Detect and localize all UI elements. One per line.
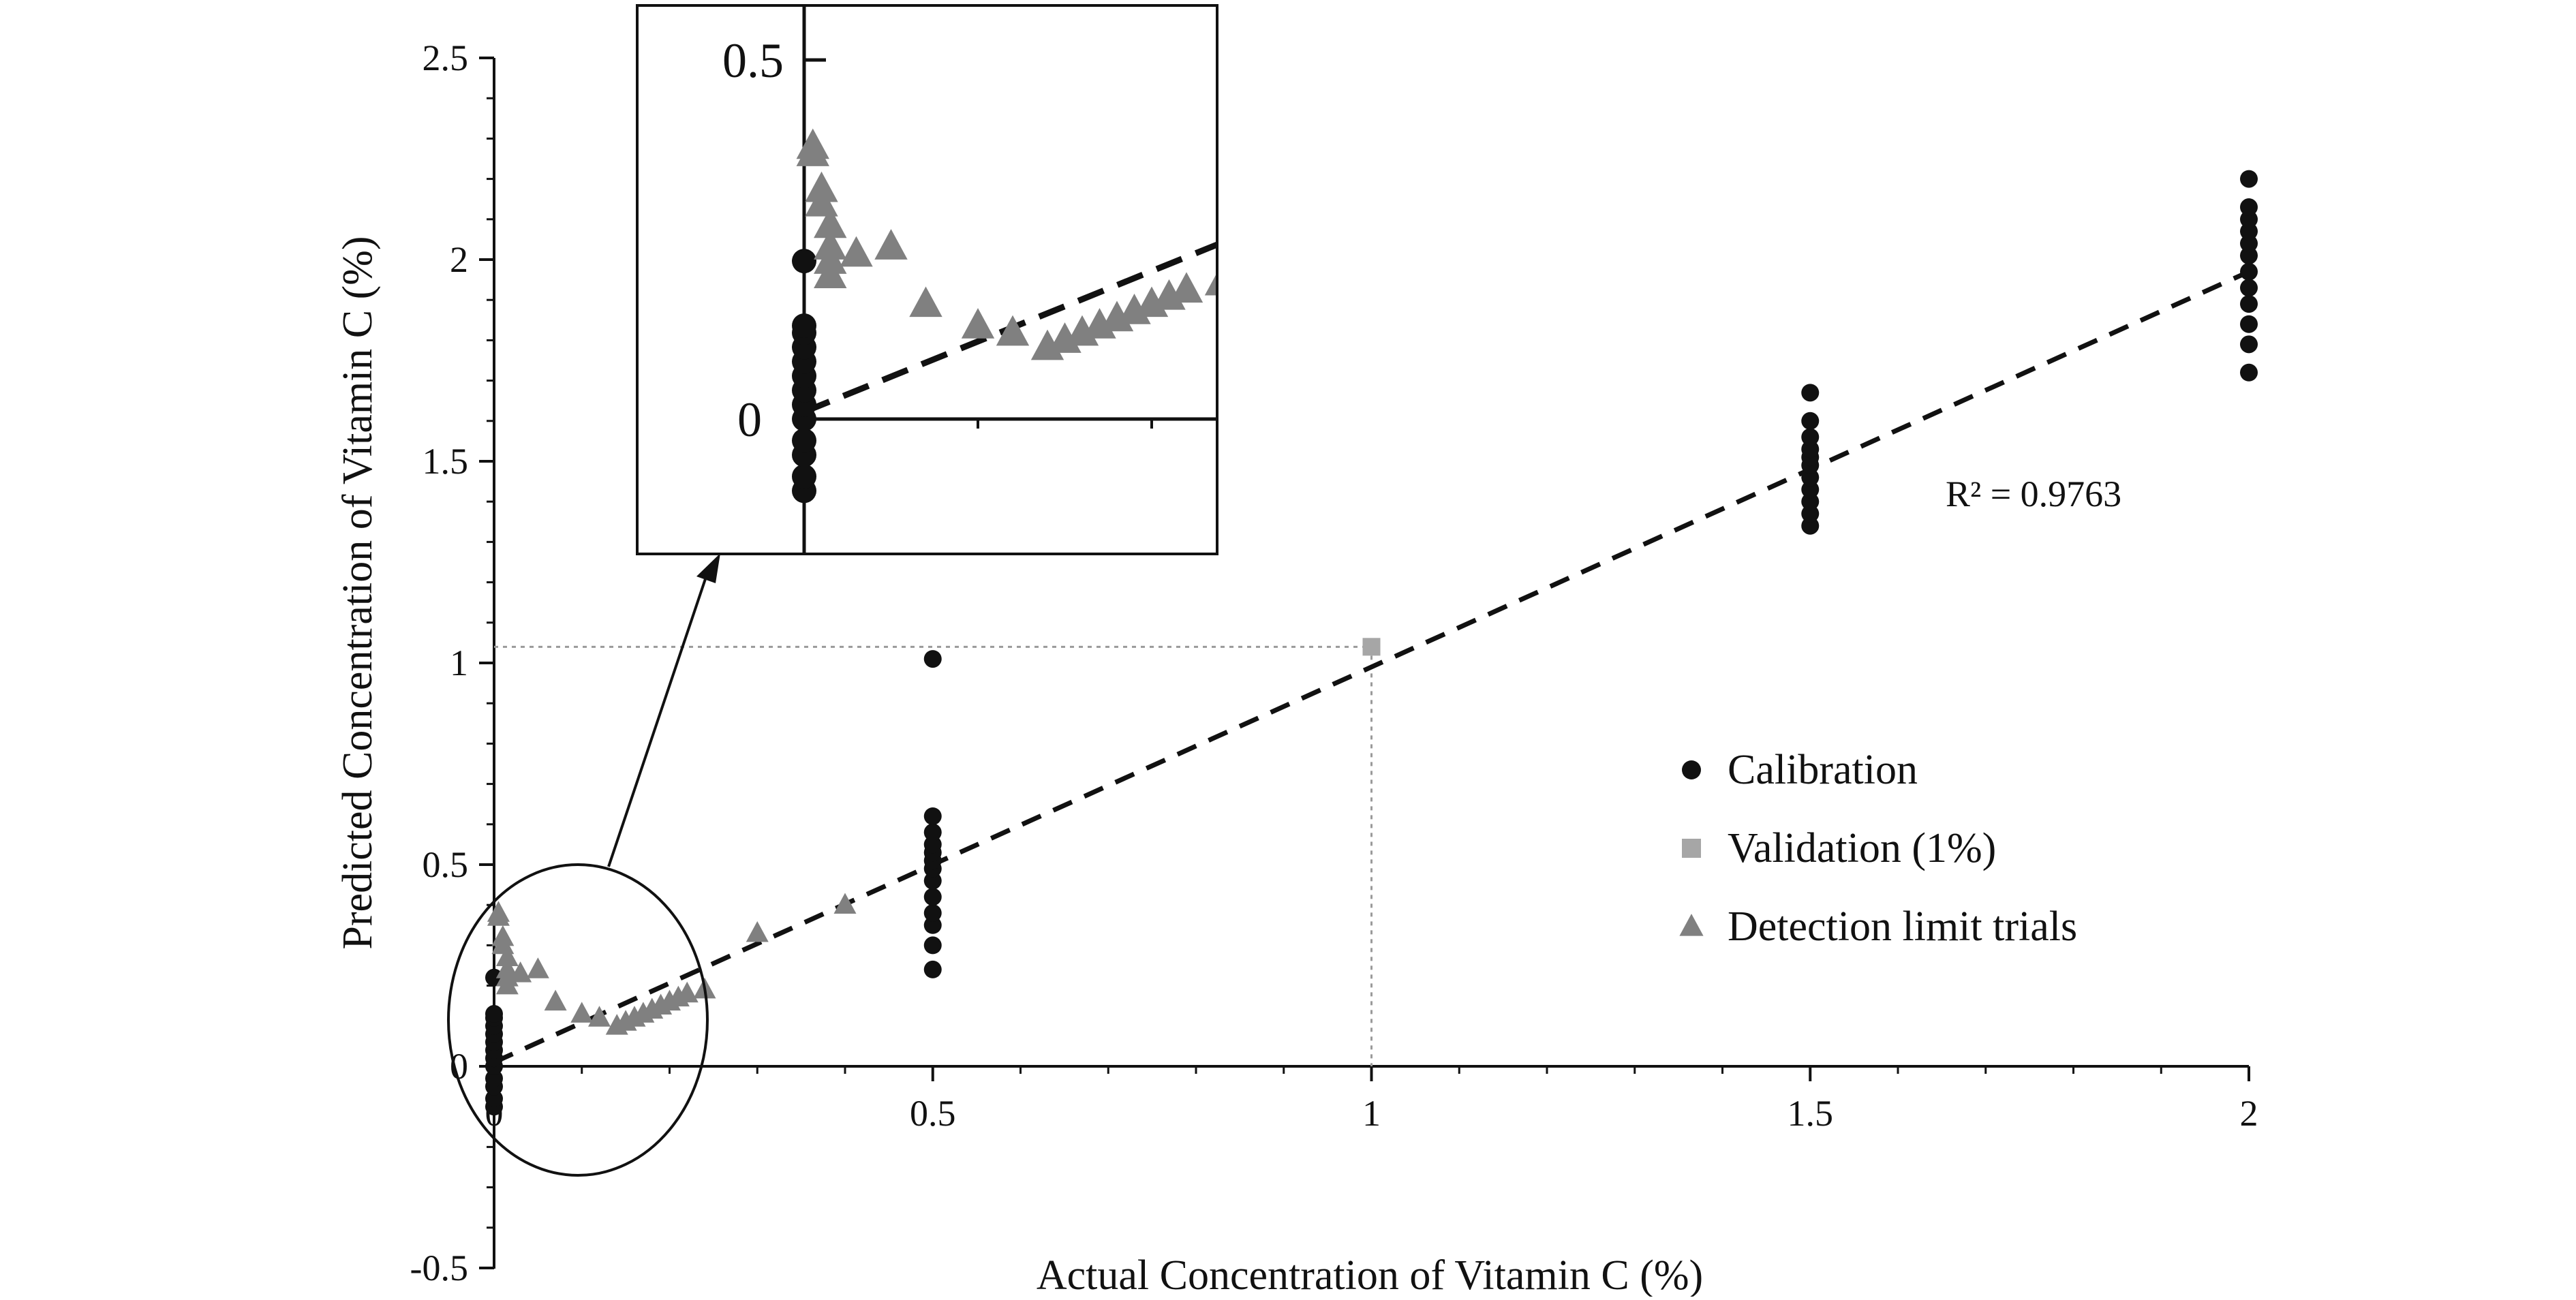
data-point-circle xyxy=(2240,198,2258,217)
data-point-triangle xyxy=(495,973,519,995)
data-point-circle xyxy=(1801,493,1820,511)
data-point-circle xyxy=(1801,428,1820,446)
x-axis-title: Actual Concentration of Vitamin C (%) xyxy=(1037,1252,1703,1297)
x-tick-label: 0.5 xyxy=(910,1093,956,1134)
data-point-circle xyxy=(2240,295,2258,313)
inset-data-point-circle xyxy=(792,313,816,338)
data-point-circle xyxy=(2240,363,2258,382)
inset-data-point-triangle xyxy=(1169,272,1203,303)
y-tick-label: 2.5 xyxy=(423,37,469,78)
x-tick-label: 1.5 xyxy=(1788,1093,1834,1134)
data-point-circle xyxy=(2240,262,2258,281)
data-point-circle xyxy=(485,1089,503,1108)
x-tick-label: 1 xyxy=(1362,1093,1381,1134)
data-point-triangle xyxy=(570,1002,594,1023)
data-point-triangle xyxy=(675,981,699,1003)
legend-marker-square xyxy=(1682,839,1701,858)
data-point-triangle xyxy=(487,905,510,926)
data-point-triangle xyxy=(509,961,532,982)
inset-data-point-triangle xyxy=(840,236,873,267)
data-point-circle xyxy=(1801,440,1820,459)
data-point-triangle xyxy=(495,945,519,966)
inset-data-point-triangle xyxy=(1204,275,1216,296)
data-point-triangle xyxy=(544,989,567,1011)
inset-frame xyxy=(636,4,1218,555)
trendline xyxy=(493,269,2250,1065)
inset-data-point-triangle xyxy=(814,207,847,238)
data-point-square xyxy=(1362,638,1381,656)
inset-trendline xyxy=(803,241,1216,415)
y-tick-label: -0.5 xyxy=(410,1248,468,1288)
data-point-triangle xyxy=(526,957,549,978)
data-point-circle xyxy=(1801,412,1820,430)
zoom-arrow-head xyxy=(696,553,720,583)
inset-data-point-triangle xyxy=(909,286,942,318)
inset-data-point-circle xyxy=(792,464,816,489)
legend-label: Detection limit trials xyxy=(1728,903,2077,950)
data-point-circle xyxy=(1801,384,1820,402)
legend-label: Validation (1%) xyxy=(1728,825,1996,871)
data-point-circle xyxy=(923,823,942,841)
data-point-circle xyxy=(923,807,942,825)
legend-marker-triangle xyxy=(1679,914,1704,936)
y-tick-label: 1 xyxy=(450,643,468,683)
data-point-circle xyxy=(2240,247,2258,265)
y-axis-title: Predicted Concentration of Vitamin C (%) xyxy=(335,236,381,949)
r-squared-label: R² = 0.9763 xyxy=(1946,474,2121,514)
data-point-circle xyxy=(923,936,942,955)
inset-data-point-triangle xyxy=(874,229,908,260)
data-point-circle xyxy=(923,904,942,923)
data-point-circle xyxy=(923,960,942,978)
x-tick-label: 2 xyxy=(2240,1093,2258,1134)
inset-plot-group xyxy=(792,128,1216,504)
data-point-circle xyxy=(2240,234,2258,253)
legend-marker-circle xyxy=(1682,760,1701,779)
data-point-triangle xyxy=(588,1006,611,1027)
inset-data-point-triangle xyxy=(996,315,1030,346)
inset-y-tick-label: 0.5 xyxy=(722,33,784,88)
data-point-circle xyxy=(2240,170,2258,188)
inset-data-point-circle xyxy=(792,428,816,453)
data-point-triangle xyxy=(833,893,857,914)
zoom-circle xyxy=(447,863,709,1177)
data-point-circle xyxy=(923,888,942,906)
data-point-circle xyxy=(1801,516,1820,535)
data-point-circle xyxy=(2240,315,2258,333)
data-point-circle xyxy=(485,1005,503,1023)
y-tick-label: 1.5 xyxy=(423,441,469,482)
data-point-circle xyxy=(923,916,942,934)
data-point-circle xyxy=(2240,210,2258,228)
inset-data-point-circle xyxy=(792,249,816,274)
data-point-circle xyxy=(2240,222,2258,241)
data-point-triangle xyxy=(746,920,769,942)
data-point-circle xyxy=(1801,504,1820,523)
y-tick-label: 0.5 xyxy=(423,844,469,885)
inset-data-point-triangle xyxy=(814,258,847,289)
data-point-circle xyxy=(2240,335,2258,354)
data-point-circle xyxy=(923,650,942,668)
inset-y-tick-label: 0 xyxy=(737,392,762,447)
data-point-circle xyxy=(2240,279,2258,297)
data-point-circle xyxy=(923,871,942,890)
data-point-circle xyxy=(1801,468,1820,486)
data-point-circle xyxy=(485,1069,503,1087)
data-point-circle xyxy=(1801,480,1820,499)
inset-data-point-triangle xyxy=(796,136,829,166)
data-point-circle xyxy=(923,835,942,854)
legend-label: Calibration xyxy=(1728,747,1918,793)
y-tick-label: 2 xyxy=(450,239,468,280)
inset-data-point-triangle xyxy=(961,308,995,339)
zoom-arrow-line xyxy=(607,568,710,867)
